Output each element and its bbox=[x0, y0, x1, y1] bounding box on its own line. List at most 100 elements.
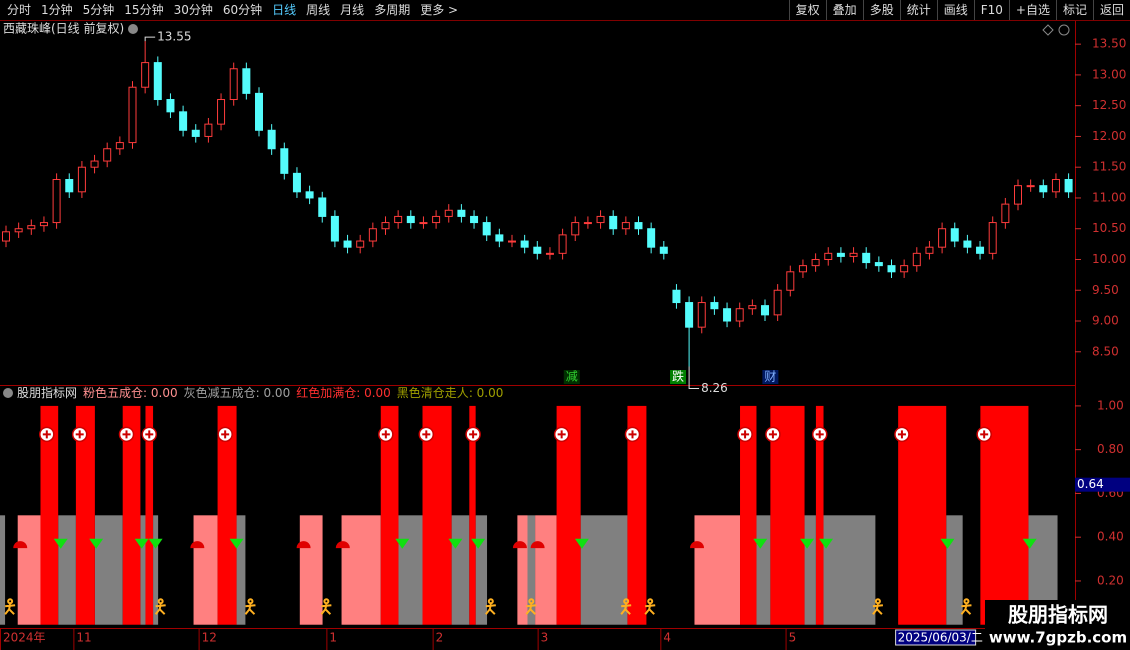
position-block bbox=[299, 515, 323, 625]
candle-body bbox=[191, 129, 200, 137]
candle-body bbox=[697, 302, 706, 328]
x-tick-label: 2024年 bbox=[3, 631, 46, 645]
candle-body bbox=[470, 215, 479, 224]
time-cursor-box bbox=[895, 629, 977, 646]
tool-button[interactable]: +自选 bbox=[1008, 0, 1056, 20]
candle-body bbox=[887, 265, 896, 273]
candle-body bbox=[457, 209, 466, 217]
buy-half-icon bbox=[190, 541, 205, 549]
reduce-icon bbox=[940, 538, 955, 549]
exit-icon bbox=[644, 598, 656, 615]
legend-name: 灰色减五成仓 bbox=[184, 386, 256, 400]
buy-full-cross bbox=[422, 430, 431, 439]
period-tab[interactable]: 日线 bbox=[272, 3, 297, 17]
position-block bbox=[122, 405, 141, 625]
y-tick-label: 11.00 bbox=[1092, 190, 1126, 204]
buy-full-cross bbox=[741, 430, 750, 439]
position-block bbox=[517, 515, 528, 625]
candle-body bbox=[419, 222, 428, 225]
candle-body bbox=[634, 222, 643, 230]
candle-body bbox=[280, 148, 289, 174]
period-tab[interactable]: 5分钟 bbox=[82, 3, 115, 17]
buy-full-cross bbox=[815, 430, 824, 439]
position-block bbox=[380, 405, 399, 625]
candle-body bbox=[761, 305, 769, 316]
period-tab[interactable]: 多周期 bbox=[374, 3, 411, 17]
tool-button[interactable]: 标记 bbox=[1055, 0, 1093, 20]
candle-body bbox=[90, 160, 99, 168]
y-tick-label: 9.00 bbox=[1092, 314, 1119, 328]
candle-body bbox=[824, 252, 833, 260]
y-tick-label: 8.50 bbox=[1092, 344, 1119, 358]
period-tab[interactable]: 分时 bbox=[7, 3, 32, 17]
diamond-icon[interactable] bbox=[1042, 24, 1054, 36]
candle-body bbox=[217, 99, 226, 125]
watermark-box bbox=[985, 600, 1130, 650]
candle-body bbox=[583, 222, 592, 225]
tool-button[interactable]: 多股 bbox=[862, 0, 900, 20]
reduce-icon bbox=[753, 538, 768, 549]
buy-full-cross bbox=[628, 430, 637, 439]
y-tick-label: 12.00 bbox=[1092, 129, 1126, 143]
candle-body bbox=[153, 62, 162, 101]
candle-body bbox=[1064, 179, 1073, 193]
period-tab[interactable]: 15分钟 bbox=[124, 3, 164, 17]
tool-button[interactable]: 叠加 bbox=[825, 0, 863, 20]
candle-body bbox=[444, 209, 453, 217]
candle-body bbox=[545, 252, 554, 255]
candle-body bbox=[533, 246, 542, 254]
y-tick-label: 9.50 bbox=[1092, 283, 1119, 297]
period-tab[interactable]: 月线 bbox=[340, 3, 365, 17]
tool-button[interactable]: 画线 bbox=[936, 0, 974, 20]
candle-body bbox=[520, 240, 529, 248]
candle-body bbox=[685, 302, 694, 328]
position-block bbox=[980, 405, 1029, 625]
candle-body bbox=[1026, 185, 1035, 188]
candle-body bbox=[381, 222, 390, 230]
tool-button[interactable]: 统计 bbox=[899, 0, 937, 20]
settings-icon[interactable] bbox=[1058, 24, 1070, 36]
period-tab[interactable]: 更多 > bbox=[420, 3, 459, 17]
period-tab[interactable]: 1分钟 bbox=[41, 3, 73, 17]
candle-body bbox=[938, 228, 947, 248]
extreme-label: 8.26 bbox=[701, 381, 728, 395]
y-tick-label: 0.20 bbox=[1097, 573, 1124, 587]
candle-body bbox=[255, 92, 263, 131]
buy-full-cross bbox=[980, 430, 989, 439]
candle-body bbox=[1039, 185, 1048, 193]
candle-body bbox=[52, 179, 61, 224]
candle-body bbox=[849, 252, 858, 257]
position-block bbox=[946, 515, 963, 625]
buy-full-cross bbox=[122, 430, 131, 439]
y-tick-label: 10.50 bbox=[1092, 221, 1126, 235]
exit-icon bbox=[485, 598, 496, 615]
collapse-icon bbox=[3, 388, 13, 398]
tool-button[interactable]: 返回 bbox=[1092, 0, 1130, 20]
buy-full-cross bbox=[469, 430, 478, 439]
legend-value: 0.00 bbox=[263, 386, 290, 400]
candle-body bbox=[596, 215, 605, 224]
position-block bbox=[556, 405, 581, 625]
buy-half-icon bbox=[512, 541, 527, 549]
position-block bbox=[94, 515, 123, 625]
candle-body bbox=[723, 308, 732, 322]
candle-body bbox=[103, 148, 112, 162]
candle-body bbox=[672, 289, 681, 304]
reduce-icon bbox=[229, 538, 244, 549]
candle-body bbox=[988, 222, 997, 254]
tool-button[interactable]: 复权 bbox=[788, 0, 826, 20]
candle-body bbox=[128, 86, 137, 144]
period-tab[interactable]: 周线 bbox=[306, 3, 331, 17]
candle-body bbox=[394, 215, 403, 224]
candle-body bbox=[166, 99, 175, 113]
period-tab[interactable]: 60分钟 bbox=[222, 3, 263, 17]
exit-icon bbox=[244, 598, 256, 615]
event-marker: 财 bbox=[764, 370, 776, 384]
tool-button[interactable]: F10 bbox=[973, 0, 1009, 20]
position-block bbox=[0, 515, 6, 625]
legend-value: 0.00 bbox=[151, 386, 178, 400]
candle-body bbox=[14, 228, 23, 233]
position-block bbox=[140, 515, 146, 625]
period-tab[interactable]: 30分钟 bbox=[173, 3, 213, 17]
